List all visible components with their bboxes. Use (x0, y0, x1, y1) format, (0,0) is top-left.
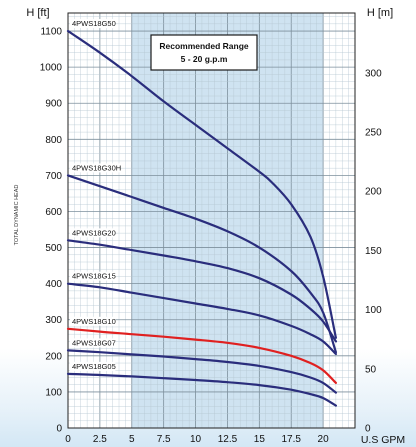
y-tick-label-ft: 500 (45, 243, 62, 254)
series-label-bg (70, 316, 116, 326)
recommended-range-box: Recommended Range 5 - 20 g.p.m (150, 34, 258, 71)
pump-curves (66, 29, 337, 407)
series-line-4pws18g10 (66, 327, 337, 384)
recommended-range-title: Recommended Range (159, 41, 249, 51)
x-axis-unit: U.S GPM (361, 434, 405, 446)
series-label-4pws18g30h: 4PWS18G30H (72, 163, 121, 172)
series-label-4pws18g20: 4PWS18G20 (72, 228, 116, 237)
series-label-bg (70, 361, 116, 371)
series-label-4pws18g05: 4PWS18G05 (72, 362, 116, 371)
x-tick-label: 7.5 (157, 434, 171, 445)
x-tick-label: 0 (65, 434, 71, 445)
left-axis-unit: H [ft] (26, 7, 49, 19)
series-line-4pws18g07 (66, 349, 337, 394)
recommended-range-frame (150, 34, 258, 71)
recommended-range-subtitle: 5 - 20 g.p.m (181, 54, 228, 64)
y-tick-label-m: 200 (365, 187, 382, 198)
series-label-bg (70, 163, 120, 173)
series-label-4pws18g07: 4PWS18G07 (72, 338, 116, 347)
series-label-bg (70, 19, 116, 29)
y-tick-label-m: 150 (365, 246, 382, 257)
y-tick-label-m: 250 (365, 128, 382, 139)
right-axis-unit: H [m] (367, 7, 393, 19)
y-tick-label-ft: 100 (45, 387, 62, 398)
x-tick-label: 2.5 (93, 434, 107, 445)
series-label-bg (70, 338, 116, 348)
x-tick-label: 5 (129, 434, 135, 445)
y-tick-label-ft: 300 (45, 315, 62, 326)
y-tick-label-ft: 400 (45, 279, 62, 290)
y-tick-label-m: 300 (365, 68, 382, 79)
y-tick-label-ft: 900 (45, 99, 62, 110)
series-labels: 4PWS18G50 4PWS18G30H 4PWS18G20 4PWS18G15 4PW… (70, 19, 121, 371)
y-tick-label-ft: 800 (45, 135, 62, 146)
series-line-4pws18g15 (66, 282, 337, 356)
series-line-4pws18g50 (66, 29, 337, 339)
y-tick-label-ft: 0 (56, 424, 62, 435)
y-tick-label-ft: 1100 (40, 27, 62, 38)
x-tick-label: 15 (254, 434, 266, 445)
y-tick-label-ft: 600 (45, 207, 62, 218)
y-tick-label-m: 100 (365, 305, 382, 316)
series-label-4pws18g15: 4PWS18G15 (72, 272, 116, 281)
series-label-bg (70, 228, 116, 238)
y-tick-label-ft: 200 (45, 351, 62, 362)
series-line-4pws18g20 (66, 239, 337, 343)
y-tick-label-ft: 1000 (40, 63, 63, 74)
plot-border (67, 12, 356, 429)
y-tick-label-ft: 700 (45, 171, 62, 182)
series-label-bg (70, 271, 116, 281)
series-label-4pws18g50: 4PWS18G50 (72, 19, 116, 28)
series-label-4pws18g10: 4PWS18G10 (72, 317, 116, 326)
x-tick-label: 10 (190, 434, 202, 445)
y-tick-label-m: 50 (365, 364, 377, 375)
plot-frame (67, 12, 356, 429)
x-tick-label: 20 (318, 434, 330, 445)
x-tick-label: 12.5 (218, 434, 238, 445)
tick-labels: 0 2.5 5 7.5 10 12.5 15 17.5 20010020030040050060… (40, 27, 382, 445)
x-tick-label: 17.5 (281, 434, 301, 445)
series-line-4pws18g05 (66, 372, 337, 407)
y-tick-label-m: 0 (365, 424, 371, 435)
grid-lines (67, 13, 356, 429)
series-line-4pws18g30h (66, 174, 337, 354)
y-axis-title: TOTAL DYNAMIC HEAD (14, 185, 20, 246)
